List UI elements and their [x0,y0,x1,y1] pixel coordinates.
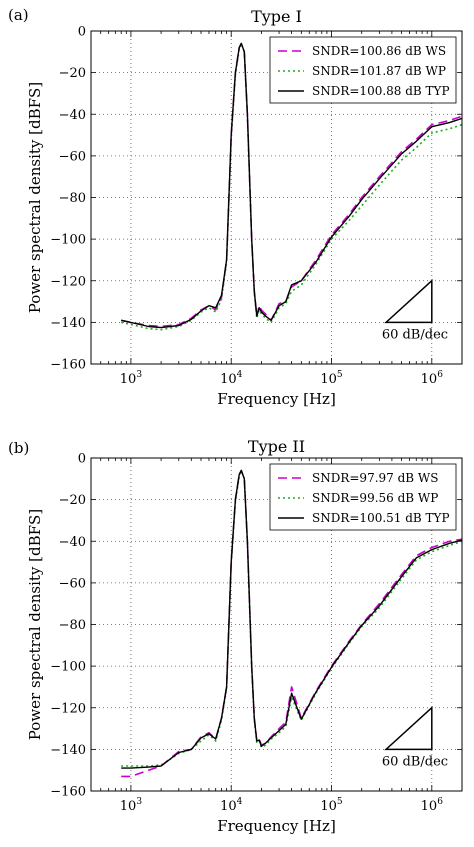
y-tick-label: −160 [50,785,86,800]
series-line-typ [121,469,462,769]
legend-entry: SNDR=100.88 dB TYP [312,84,450,98]
chart-panel-b: (b) Type II 0 −20 −40 −60 −80 −100 −120 −140 −160 1… [8,437,463,835]
legend-entry: SNDR=100.51 dB TYP [312,511,450,525]
y-tick-label: −20 [59,493,86,508]
x-axis-title: Frequency [Hz] [217,390,336,408]
y-tick-label: −100 [50,660,86,675]
legend-entry: SNDR=99.56 dB WP [312,491,438,505]
y-tick-label: −60 [59,576,86,591]
slope-label: 60 dB/dec [382,754,448,769]
x-tick-label: 103 [120,797,143,814]
y-tick-label: −80 [59,618,86,633]
chart-title: Type II [248,437,305,456]
legend-box [269,36,457,104]
legend-box [269,463,457,531]
y-tick-label: 0 [78,452,86,467]
series-group [121,42,462,331]
plot-frame [90,30,463,365]
slope-triangle [384,279,433,324]
y-tick-label: −40 [59,108,86,123]
chart-title: Type I [251,7,302,26]
panel-label: (b) [8,439,29,457]
series-group [121,469,462,778]
y-tick-label: −60 [59,149,86,164]
y-tick-label: −140 [50,316,86,331]
y-tick-label: −80 [59,191,86,206]
x-axis-title: Frequency [Hz] [217,817,336,835]
y-tick-label: −120 [50,274,86,289]
y-axis-title: Power spectral density [dBFS] [26,82,44,313]
y-axis-title: Power spectral density [dBFS] [26,509,44,740]
series-line-typ [121,42,462,329]
y-tick-label: −160 [50,358,86,373]
y-tick-label: 0 [78,25,86,40]
x-tick-label: 105 [320,370,343,387]
y-tick-label: −140 [50,743,86,758]
y-tick-label: −40 [59,535,86,550]
legend-entry: SNDR=101.87 dB WP [312,64,446,78]
panel-label: (a) [8,6,29,24]
plot-frame [90,457,463,792]
slope-triangle [384,706,433,751]
chart-panel-a: (a) Type I 0 −20 −40 −60 −80 −100 −120 −140 −160 10… [8,6,463,408]
legend: SNDR=100.86 dB WS SNDR=101.87 dB WP SNDR=1… [269,36,457,104]
x-tick-label: 104 [220,370,243,387]
x-tick-label: 105 [320,797,343,814]
x-tick-label: 106 [421,797,444,814]
y-tick-label: −100 [50,233,86,248]
x-tick-label: 104 [220,797,243,814]
slope-label: 60 dB/dec [382,327,448,342]
y-tick-label: −120 [50,701,86,716]
x-tick-label: 106 [421,370,444,387]
legend-entry: SNDR=100.86 dB WS [312,44,446,58]
legend: SNDR=97.97 dB WS SNDR=99.56 dB WP SNDR=100… [269,463,457,531]
legend-entry: SNDR=97.97 dB WS [312,471,438,485]
y-tick-label: −20 [59,66,86,81]
x-tick-label: 103 [120,370,143,387]
